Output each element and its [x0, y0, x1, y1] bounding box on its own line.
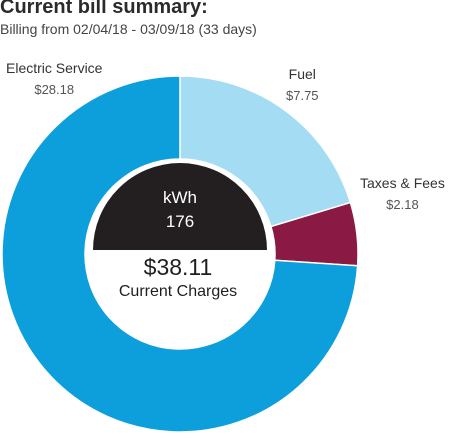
kwh-badge [93, 163, 267, 250]
slice-value-taxes-fees: $2.18 [386, 197, 419, 212]
slice-label-fuel: Fuel $7.75 [286, 66, 319, 103]
slice-value-electric-service: $28.18 [34, 82, 75, 97]
chart-title: Current bill summary: [0, 0, 208, 18]
kwh-unit: kWh [163, 188, 197, 207]
slice-name-taxes-fees: Taxes & Fees [360, 175, 445, 191]
slice-label-electric-service: Electric Service $28.18 [6, 60, 102, 97]
slice-name-electric-service: Electric Service [6, 60, 103, 76]
kwh-value: 176 [165, 212, 195, 231]
slice-label-taxes-fees: Taxes & Fees $2.18 [360, 175, 445, 212]
total-charges-amount: $38.11 [143, 254, 213, 280]
slice-value-fuel: $7.75 [286, 88, 319, 103]
billing-period: Billing from 02/04/18 - 03/09/18 (33 day… [0, 21, 257, 37]
slice-fuel [179, 75, 352, 228]
total-charges-label: Current Charges [118, 283, 238, 300]
slice-name-fuel: Fuel [288, 66, 316, 82]
